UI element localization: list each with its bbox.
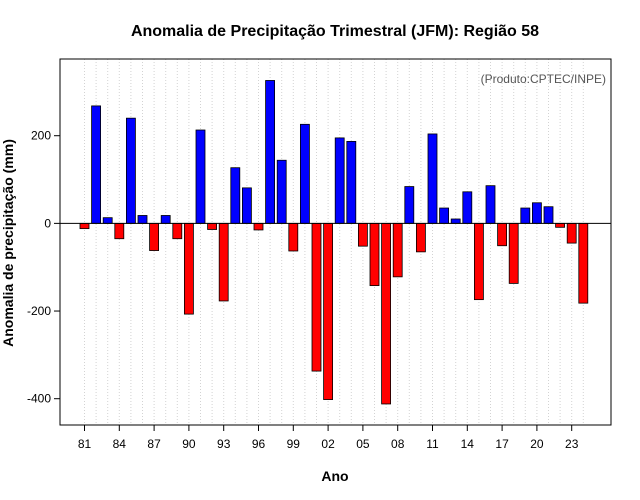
- bar-2020: [532, 202, 542, 224]
- x-tick-label: 14: [461, 437, 475, 451]
- bar-2013: [450, 218, 461, 224]
- y-axis-label: Anomalia de precipitação (mm): [0, 139, 16, 347]
- bar-2009: [404, 186, 415, 224]
- bar-2012: [439, 207, 450, 224]
- bar-1988: [160, 215, 171, 224]
- bar-2006: [369, 222, 380, 287]
- y-tick-label: 0: [44, 216, 51, 230]
- x-axis-label: Ano: [321, 468, 348, 484]
- bar-1989: [172, 222, 183, 240]
- bar-2021: [543, 206, 554, 224]
- grid-lines: [84, 59, 584, 425]
- bar-1992: [207, 222, 218, 230]
- y-axis: -400 -200 0 200: [27, 129, 60, 406]
- bar-2019: [520, 207, 531, 224]
- bar-2022: [555, 222, 565, 228]
- bar-2003: [334, 137, 345, 224]
- plot-frame: [59, 58, 612, 426]
- y-tick-label: 200: [31, 129, 51, 143]
- bar-2015: [473, 222, 484, 301]
- bar-1994: [230, 167, 241, 224]
- bar-1982: [91, 105, 101, 224]
- bar-2023: [566, 222, 577, 244]
- x-tick-label: 99: [287, 437, 301, 451]
- x-tick-label: 81: [78, 437, 92, 451]
- x-tick-label: 87: [147, 437, 161, 451]
- bar-1981: [79, 222, 90, 230]
- x-tick-label: 93: [217, 437, 231, 451]
- bar-2004: [346, 141, 357, 224]
- bars: [79, 80, 589, 405]
- bar-2014: [462, 191, 473, 224]
- x-tick-label: 96: [252, 437, 266, 451]
- bar-1999: [288, 222, 299, 252]
- x-tick-label: 11: [426, 437, 439, 451]
- y-tick-label: -200: [27, 304, 51, 318]
- bar-2016: [485, 185, 496, 224]
- x-tick-label: 23: [565, 437, 579, 451]
- bar-1986: [137, 215, 148, 224]
- bar-1993: [218, 222, 229, 302]
- chart-title: Anomalia de Precipitação Trimestral (JFM…: [131, 23, 539, 40]
- bar-2010: [415, 222, 426, 253]
- bar-2018: [508, 222, 519, 284]
- bar-2005: [357, 222, 368, 247]
- bar-1983: [102, 217, 113, 224]
- bar-1985: [126, 117, 136, 224]
- y-tick-label: -400: [27, 392, 51, 406]
- bar-2007: [381, 222, 392, 405]
- bar-1996: [253, 222, 264, 231]
- bar-1991: [195, 129, 206, 224]
- product-credit: (Produto:CPTEC/INPE): [481, 72, 606, 86]
- bar-2001: [311, 222, 322, 372]
- bar-2017: [497, 222, 508, 247]
- x-tick-label: 90: [182, 437, 196, 451]
- x-tick-label: 08: [391, 437, 405, 451]
- bar-1984: [114, 222, 125, 240]
- x-tick-label: 02: [321, 437, 335, 451]
- bar-2011: [427, 133, 438, 224]
- x-tick-label: 84: [113, 437, 127, 451]
- x-tick-label: 20: [530, 437, 544, 451]
- bar-2000: [299, 123, 310, 224]
- bar-1998: [276, 159, 287, 224]
- bar-2008: [392, 222, 403, 278]
- x-axis: 81 84 87 90 93 96 99 02 05 08 11 14 17 20 23: [78, 425, 579, 451]
- bar-1987: [149, 222, 160, 251]
- x-tick-label: 05: [356, 437, 370, 451]
- bar-2024: [578, 222, 589, 304]
- bar-1997: [265, 80, 276, 224]
- bar-2002: [323, 222, 334, 400]
- x-tick-label: 17: [495, 437, 509, 451]
- bar-1990: [183, 222, 194, 315]
- bar-1995: [241, 187, 252, 224]
